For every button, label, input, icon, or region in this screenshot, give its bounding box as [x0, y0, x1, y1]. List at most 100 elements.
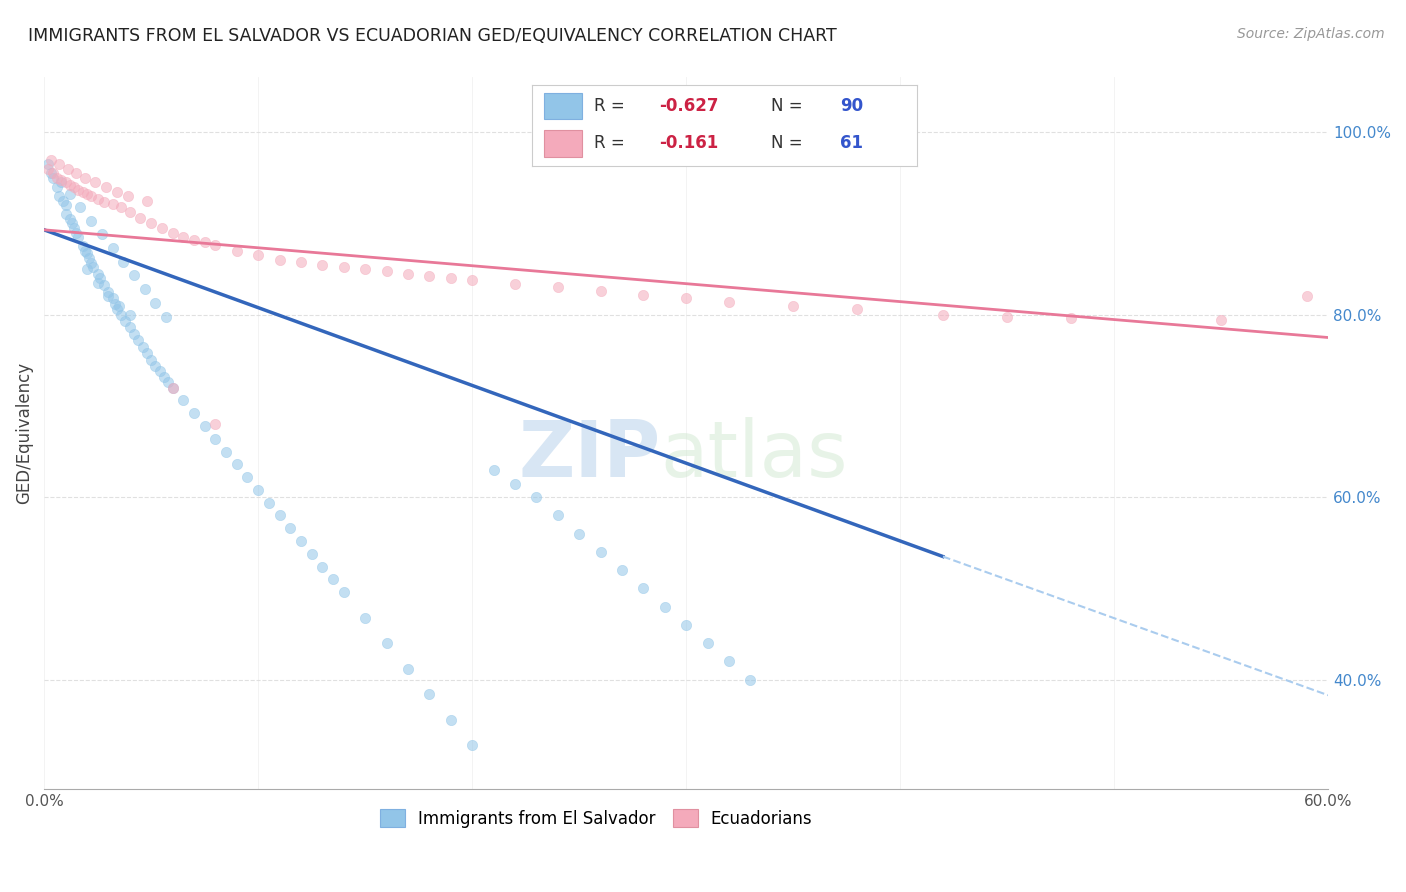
Y-axis label: GED/Equivalency: GED/Equivalency: [15, 362, 32, 504]
Point: [80, 189, 103, 203]
Point: [215, 444, 238, 458]
Point: [39, 153, 62, 167]
Point: [568, 526, 591, 541]
Point: [332, 260, 354, 275]
Point: [37, 157, 59, 171]
Text: Source: ZipAtlas.com: Source: ZipAtlas.com: [1237, 27, 1385, 41]
Point: [204, 432, 226, 446]
Point: [80, 255, 103, 269]
Point: [396, 267, 419, 281]
Point: [278, 521, 301, 535]
Point: [589, 284, 612, 298]
Legend: Immigrants from El Salvador, Ecuadorians: Immigrants from El Salvador, Ecuadorians: [374, 803, 820, 834]
Point: [375, 636, 398, 650]
Point: [740, 673, 762, 687]
Point: [396, 662, 419, 676]
Point: [122, 326, 145, 341]
Point: [633, 287, 655, 301]
Point: [96, 180, 118, 194]
Point: [65, 226, 87, 240]
Point: [118, 308, 141, 322]
Point: [782, 299, 804, 313]
Text: ZIP: ZIP: [519, 417, 661, 492]
Point: [110, 200, 132, 214]
Point: [86, 276, 108, 290]
Point: [503, 476, 526, 491]
Point: [59, 178, 82, 193]
Point: [73, 170, 96, 185]
Point: [696, 636, 718, 650]
Point: [127, 333, 149, 347]
Point: [183, 406, 205, 420]
Point: [155, 310, 177, 324]
Point: [172, 230, 194, 244]
Point: [547, 280, 569, 294]
Point: [52, 194, 75, 208]
Point: [93, 278, 115, 293]
Point: [269, 252, 291, 267]
Point: [41, 166, 63, 180]
Point: [301, 547, 323, 561]
Point: [162, 226, 184, 240]
Point: [56, 161, 79, 176]
Point: [69, 200, 91, 214]
Point: [46, 180, 69, 194]
Point: [204, 238, 226, 252]
Point: [1211, 313, 1233, 327]
Point: [290, 254, 312, 268]
Point: [157, 376, 180, 390]
Point: [122, 268, 145, 283]
Point: [118, 320, 141, 334]
Point: [717, 655, 740, 669]
Point: [311, 559, 333, 574]
Point: [995, 310, 1018, 324]
Point: [547, 508, 569, 523]
Point: [461, 739, 484, 753]
Text: atlas: atlas: [661, 417, 848, 492]
Point: [86, 267, 108, 281]
Point: [135, 194, 157, 208]
Point: [51, 172, 73, 186]
Point: [846, 302, 869, 317]
Point: [440, 713, 463, 727]
Point: [89, 271, 111, 285]
Point: [51, 175, 73, 189]
Point: [225, 244, 247, 258]
Point: [503, 277, 526, 291]
Point: [55, 175, 77, 189]
Point: [101, 197, 124, 211]
Point: [418, 687, 440, 701]
Point: [48, 189, 70, 203]
Point: [150, 221, 173, 235]
Point: [375, 264, 398, 278]
Point: [225, 458, 247, 472]
Point: [461, 273, 484, 287]
Point: [717, 294, 740, 309]
Point: [482, 463, 505, 477]
Point: [194, 419, 217, 434]
Point: [105, 185, 128, 199]
Point: [114, 314, 136, 328]
Point: [72, 239, 94, 253]
Point: [93, 194, 115, 209]
Point: [108, 299, 131, 313]
Point: [63, 180, 86, 194]
Point: [80, 213, 103, 227]
Point: [67, 230, 90, 244]
Point: [135, 346, 157, 360]
Point: [183, 233, 205, 247]
Point: [1060, 311, 1083, 326]
Point: [204, 417, 226, 432]
Point: [97, 285, 120, 299]
Point: [37, 161, 59, 176]
Point: [101, 241, 124, 255]
Point: [46, 170, 69, 185]
Point: [41, 170, 63, 185]
Text: IMMIGRANTS FROM EL SALVADOR VS ECUADORIAN GED/EQUIVALENCY CORRELATION CHART: IMMIGRANTS FROM EL SALVADOR VS ECUADORIA…: [28, 27, 837, 45]
Point: [162, 381, 184, 395]
Point: [322, 572, 344, 586]
Point: [55, 207, 77, 221]
Point: [654, 599, 676, 614]
Point: [675, 618, 697, 632]
Point: [60, 217, 83, 231]
